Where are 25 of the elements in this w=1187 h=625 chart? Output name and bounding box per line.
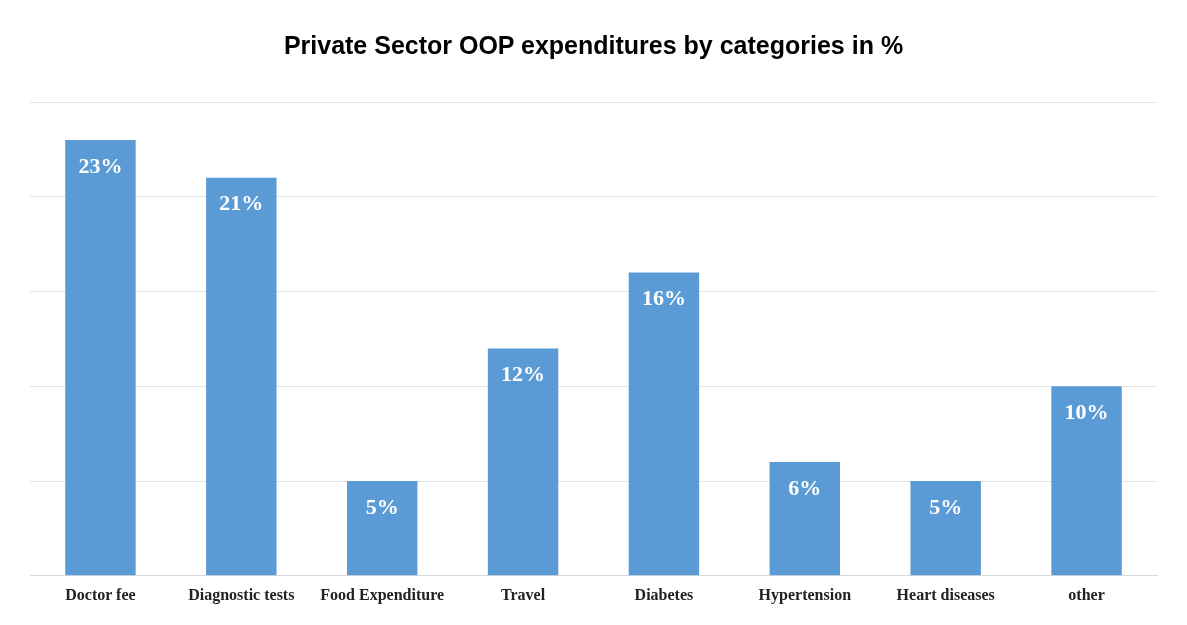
x-tick-label: other — [1068, 585, 1105, 603]
bar — [628, 272, 700, 576]
bar — [1051, 386, 1122, 576]
data-label: 5% — [365, 493, 399, 519]
x-tick-label: Hypertension — [758, 585, 852, 604]
x-tick-label: Food Expenditure — [320, 585, 445, 604]
data-label: 5% — [929, 493, 963, 519]
data-label: 10% — [1064, 398, 1109, 424]
chart-title: Private Sector OOP expenditures by categories in % — [283, 30, 904, 59]
x-tick-label: Heart diseases — [896, 585, 995, 603]
x-tick-label: Doctor fee — [65, 585, 136, 603]
bar — [910, 481, 981, 576]
data-label: 23% — [78, 152, 123, 178]
bar — [769, 462, 841, 576]
bar — [487, 348, 559, 576]
bar — [206, 177, 277, 576]
bar — [346, 481, 418, 576]
x-tick-label: Travel — [500, 585, 546, 603]
x-tick-label: Diagnostic tests — [188, 585, 295, 604]
data-label: 12% — [501, 361, 546, 387]
bar — [65, 139, 136, 576]
data-label: 16% — [641, 285, 686, 311]
x-tick-label: Diabetes — [634, 585, 694, 603]
data-label: 6% — [788, 474, 822, 500]
data-label: 21% — [219, 190, 264, 216]
